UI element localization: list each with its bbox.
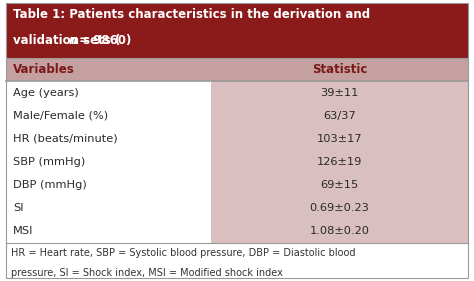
Text: n: n [68, 34, 77, 47]
Bar [6, 243, 468, 280]
Text: 103±17: 103±17 [317, 134, 363, 144]
Text: 126±19: 126±19 [317, 157, 362, 167]
Text: Variables: Variables [13, 63, 74, 76]
Text: SBP (mmHg): SBP (mmHg) [13, 157, 85, 167]
Text: HR = Heart rate, SBP = Systolic blood pressure, DBP = Diastolic blood: HR = Heart rate, SBP = Systolic blood pr… [11, 248, 356, 258]
Bar [211, 58, 468, 81]
Text: 39±11: 39±11 [320, 88, 359, 98]
Text: validation sets (: validation sets ( [13, 34, 120, 47]
Text: Table 1: Patients characteristics in the derivation and: Table 1: Patients characteristics in the… [13, 8, 370, 21]
Bar [6, 81, 211, 104]
Text: 0.69±0.23: 0.69±0.23 [310, 203, 370, 213]
Bar [6, 58, 211, 81]
Text: SI: SI [13, 203, 23, 213]
Bar [211, 150, 468, 173]
Text: MSI: MSI [13, 226, 33, 236]
Text: = 9860): = 9860) [75, 34, 131, 47]
Text: Statistic: Statistic [312, 63, 367, 76]
Text: pressure, SI = Shock index, MSI = Modified shock index: pressure, SI = Shock index, MSI = Modifi… [11, 268, 283, 278]
Bar [6, 219, 211, 243]
Bar [211, 196, 468, 219]
Bar [6, 150, 211, 173]
Text: 1.08±0.20: 1.08±0.20 [310, 226, 370, 236]
Text: Age (years): Age (years) [13, 88, 79, 98]
Bar [6, 196, 211, 219]
Bar [6, 104, 211, 127]
Bar [211, 127, 468, 150]
Text: Male/Female (%): Male/Female (%) [13, 111, 108, 121]
Text: 69±15: 69±15 [320, 180, 359, 190]
Text: 63/37: 63/37 [323, 111, 356, 121]
Bar [6, 3, 468, 58]
Bar [6, 173, 211, 196]
Bar [211, 173, 468, 196]
Text: DBP (mmHg): DBP (mmHg) [13, 180, 87, 190]
Bar [211, 81, 468, 104]
Text: HR (beats/minute): HR (beats/minute) [13, 134, 118, 144]
Bar [211, 104, 468, 127]
Bar [6, 127, 211, 150]
Bar [211, 219, 468, 243]
